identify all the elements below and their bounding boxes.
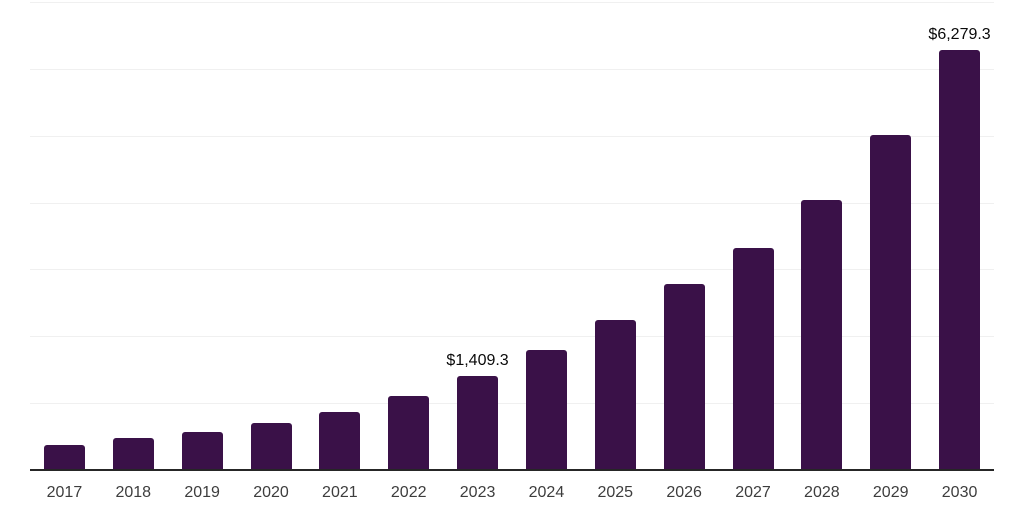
x-tick-label-2027: 2027 <box>735 484 771 501</box>
x-tick-label-2030: 2030 <box>941 484 978 501</box>
x-tick-label-2023: 2023 <box>459 484 496 501</box>
bar-2023[interactable] <box>457 375 499 470</box>
bar-2030[interactable] <box>939 50 981 470</box>
x-tick-label-2021: 2021 <box>322 484 358 501</box>
bar-2026[interactable] <box>663 283 705 470</box>
bar-2029[interactable] <box>870 135 912 470</box>
bar-2021[interactable] <box>319 411 361 470</box>
data-label-2030: $6,279.3 <box>928 26 991 44</box>
bar-2028[interactable] <box>801 199 843 470</box>
gridline <box>30 403 994 405</box>
bar-2024[interactable] <box>525 349 567 470</box>
x-tick-label-2017: 2017 <box>46 484 83 501</box>
gridline <box>30 2 994 3</box>
gridline <box>30 336 994 338</box>
bar-2019[interactable] <box>181 431 223 470</box>
x-tick-label-2028: 2028 <box>804 484 840 501</box>
x-tick-label-2020: 2020 <box>253 484 289 501</box>
gridline <box>30 135 994 137</box>
data-label-2023: $1,409.3 <box>446 351 509 369</box>
x-tick-label-2026: 2026 <box>666 484 702 501</box>
x-tick-label-2018: 2018 <box>115 484 152 501</box>
x-tick-label-2024: 2024 <box>528 484 565 501</box>
bar-2017[interactable] <box>43 444 85 470</box>
bar-2022[interactable] <box>388 395 430 470</box>
bar-2018[interactable] <box>112 438 154 470</box>
x-tick-label-2022: 2022 <box>390 484 427 501</box>
x-axis-line <box>30 469 994 471</box>
gridline <box>30 68 994 70</box>
x-tick-label-2029: 2029 <box>872 484 909 501</box>
x-tick-label-2019: 2019 <box>184 484 220 501</box>
bar-2020[interactable] <box>250 422 292 470</box>
gridline <box>30 202 994 204</box>
bar-2027[interactable] <box>732 247 774 470</box>
gridline <box>30 269 994 271</box>
x-tick-label-2025: 2025 <box>597 484 634 501</box>
bar-2025[interactable] <box>594 320 636 470</box>
